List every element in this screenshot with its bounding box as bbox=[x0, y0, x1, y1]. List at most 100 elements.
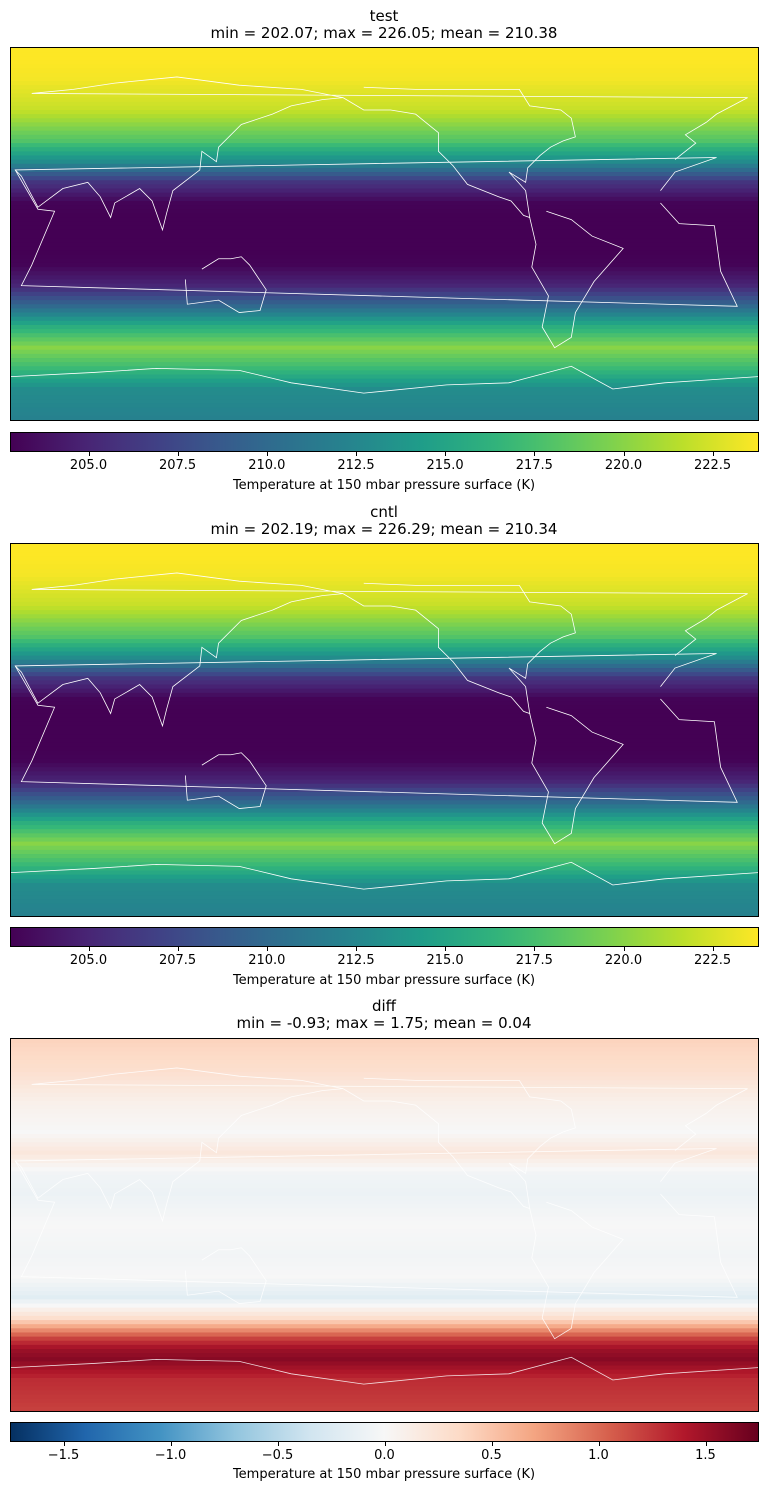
field-band bbox=[11, 643, 758, 648]
field-band bbox=[11, 1291, 758, 1296]
field-band bbox=[11, 122, 758, 128]
field-band bbox=[11, 382, 758, 388]
field-band bbox=[11, 1117, 758, 1123]
colorbar-tick-label: −0.5 bbox=[261, 1448, 294, 1463]
field-band bbox=[11, 267, 758, 272]
field-band bbox=[11, 1369, 758, 1375]
field-band bbox=[11, 655, 758, 661]
field-band bbox=[11, 870, 758, 876]
field-band bbox=[11, 1047, 758, 1053]
colorbar-tick-label: 220.0 bbox=[604, 458, 643, 473]
field-band bbox=[11, 783, 758, 789]
field-band bbox=[11, 1154, 758, 1160]
colorbar-tick bbox=[356, 947, 357, 951]
field-band bbox=[11, 581, 758, 586]
colorbar-tick-label: −1.5 bbox=[47, 1448, 80, 1463]
field-band bbox=[11, 205, 758, 210]
field-band bbox=[11, 775, 758, 781]
field-band bbox=[11, 837, 758, 843]
field-band bbox=[11, 1043, 758, 1048]
field-band bbox=[11, 81, 758, 86]
field-band bbox=[11, 560, 758, 566]
field-band bbox=[11, 771, 758, 777]
field-band bbox=[11, 291, 758, 297]
field-band bbox=[11, 1258, 758, 1263]
field-band bbox=[11, 254, 758, 260]
field-band bbox=[11, 763, 758, 768]
field-band bbox=[11, 151, 758, 157]
colorbar-tick-label: 210.0 bbox=[248, 953, 286, 968]
field-band bbox=[11, 845, 758, 851]
colorbar-tick-label: 0.5 bbox=[481, 1448, 502, 1463]
field-band bbox=[11, 300, 758, 305]
field-band bbox=[11, 1039, 758, 1044]
field-band bbox=[11, 1336, 758, 1342]
coastline bbox=[14, 593, 344, 728]
field-band bbox=[11, 738, 758, 744]
field-band bbox=[11, 849, 758, 855]
colorbar-tick bbox=[705, 1442, 707, 1446]
field-band bbox=[11, 597, 758, 603]
field-band bbox=[11, 796, 758, 801]
field-band bbox=[11, 1262, 758, 1267]
coastline bbox=[184, 752, 267, 809]
field-band bbox=[11, 1245, 758, 1251]
panel-title-diff: diff bbox=[371, 997, 397, 1015]
field-band bbox=[11, 841, 758, 847]
field-band bbox=[11, 287, 758, 293]
field-band bbox=[11, 192, 758, 198]
field-band bbox=[11, 48, 758, 53]
field-band bbox=[11, 1216, 758, 1222]
field-band bbox=[11, 825, 758, 830]
field-band bbox=[11, 746, 758, 752]
field-band bbox=[11, 680, 758, 686]
panel-stats-cntl: min = 202.19; max = 226.29; mean = 210.3… bbox=[210, 520, 558, 538]
field-band bbox=[11, 386, 758, 392]
field-band bbox=[11, 353, 758, 359]
field-band bbox=[11, 1328, 758, 1334]
field-band bbox=[11, 1311, 758, 1317]
colorbar-tick bbox=[712, 947, 714, 951]
colorbar-tick bbox=[623, 947, 625, 951]
field-band bbox=[11, 333, 758, 338]
field-band bbox=[11, 548, 758, 553]
field-band bbox=[11, 585, 758, 591]
field-band bbox=[11, 221, 758, 227]
field-band bbox=[11, 238, 758, 243]
colorbar-tick bbox=[63, 1442, 65, 1446]
field-band bbox=[11, 1076, 758, 1081]
field-band bbox=[11, 903, 758, 909]
field-band bbox=[11, 1315, 758, 1321]
field-band bbox=[11, 72, 758, 78]
field-band bbox=[11, 1332, 758, 1338]
field-band bbox=[11, 1191, 758, 1197]
field-band bbox=[11, 556, 758, 562]
field-band bbox=[11, 176, 758, 181]
colorbar-ticks-cntl: 205.0 207.5 210.0 212.5 215.0 217.5 220.0 222.5 bbox=[10, 947, 759, 969]
coastline bbox=[14, 97, 344, 232]
field-band bbox=[11, 1092, 758, 1098]
field-band bbox=[11, 1365, 758, 1371]
colorbar-test bbox=[10, 432, 759, 452]
field-band bbox=[11, 564, 758, 570]
field-band bbox=[11, 1134, 758, 1139]
colorbar-label-diff: Temperature at 150 mbar pressure surface… bbox=[232, 1467, 536, 1482]
colorbar-tick-label: 207.5 bbox=[158, 458, 197, 473]
field-band bbox=[11, 891, 758, 896]
field-band bbox=[11, 411, 758, 417]
field-band bbox=[11, 1282, 758, 1288]
colorbar-tick-label: 215.0 bbox=[426, 953, 464, 968]
field-band bbox=[11, 358, 758, 363]
field-band bbox=[11, 1059, 758, 1065]
field-band bbox=[11, 721, 758, 727]
field-band bbox=[11, 651, 758, 657]
field-band bbox=[11, 52, 758, 57]
coastline bbox=[342, 1077, 576, 1210]
field-band bbox=[11, 622, 758, 628]
field-band bbox=[11, 639, 758, 644]
colorbar-tick bbox=[266, 947, 268, 951]
colorbar-tick-label: 217.5 bbox=[515, 458, 553, 473]
field-band bbox=[11, 258, 758, 264]
colorbar-tick bbox=[491, 1442, 493, 1446]
field-band bbox=[11, 1088, 758, 1094]
